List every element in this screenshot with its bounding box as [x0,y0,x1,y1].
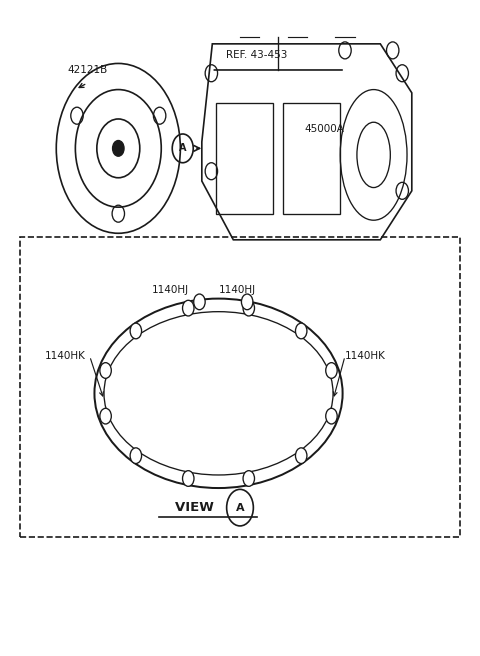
Text: 42121B: 42121B [67,65,108,75]
Circle shape [326,408,337,424]
Text: 1140HK: 1140HK [44,351,85,361]
Circle shape [113,140,124,156]
Circle shape [130,448,142,464]
Circle shape [130,323,142,338]
Circle shape [194,294,205,310]
Circle shape [182,470,194,486]
Text: 1140HJ: 1140HJ [219,285,256,295]
Circle shape [243,470,254,486]
Circle shape [241,294,253,310]
Circle shape [182,300,194,316]
Circle shape [100,363,111,379]
Text: A: A [236,502,244,512]
Text: 1140HJ: 1140HJ [152,285,190,295]
Text: 1140HK: 1140HK [345,351,386,361]
Text: REF. 43-453: REF. 43-453 [226,50,288,60]
Circle shape [296,448,307,464]
Text: VIEW: VIEW [175,501,218,514]
Circle shape [100,408,111,424]
Circle shape [243,300,254,316]
Circle shape [296,323,307,338]
Circle shape [326,363,337,379]
Text: A: A [179,144,187,154]
Text: 45000A: 45000A [304,124,344,134]
